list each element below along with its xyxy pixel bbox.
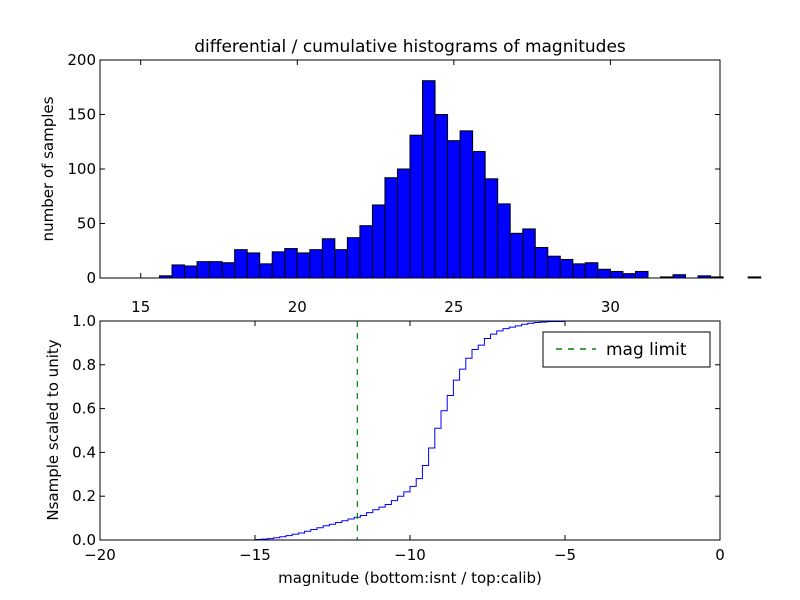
bottom-chart-ylabel: Nsample scaled to unity (44, 339, 62, 520)
histogram-bar (434, 114, 449, 279)
x-tick-label: −10 (394, 546, 426, 564)
x-tick-label: −20 (84, 546, 116, 564)
histogram-bar (284, 248, 298, 279)
top-chart: differential / cumulative histograms of … (39, 37, 762, 316)
y-tick-label: 0.2 (72, 487, 96, 505)
histogram-bar (384, 177, 398, 279)
histogram-bar (246, 252, 261, 279)
bottom-x-ticks: −20 −15 −10 −5 0 (84, 321, 725, 564)
histogram-bar (371, 204, 386, 279)
histogram-bar (572, 263, 586, 279)
legend-label: mag limit (606, 340, 687, 360)
histogram-bar (359, 225, 373, 279)
bottom-chart: 0.0 0.2 0.4 0.6 0.8 1.0 −20 −15 −10 −5 0 magnitud… (44, 312, 725, 587)
histogram-bar (321, 238, 336, 279)
top-axes-frame (99, 59, 721, 279)
histogram-bar (634, 270, 649, 279)
histogram-bar (209, 261, 223, 279)
top-x-ticks: 15 20 25 30 (131, 60, 620, 316)
histogram-bar (522, 228, 536, 279)
histogram-bar (409, 134, 424, 279)
histogram-bar (459, 130, 474, 279)
histogram-bar (422, 80, 436, 279)
histogram-bar (484, 178, 499, 279)
x-tick-label: 15 (131, 298, 150, 316)
top-chart-ylabel: number of samples (39, 96, 57, 241)
y-tick-label: 0 (86, 269, 96, 287)
histogram-bar (447, 140, 461, 279)
histogram-bar (171, 264, 186, 279)
histogram-bar (196, 261, 211, 279)
bottom-chart-xlabel: magnitude (bottom:isnt / top:calib) (278, 569, 542, 587)
histogram-bar (559, 258, 574, 279)
histogram-bar (584, 262, 599, 279)
histogram-bar (534, 246, 549, 279)
legend: mag limit (542, 331, 711, 368)
x-tick-label: −15 (239, 546, 271, 564)
y-tick-label: 1.0 (72, 312, 96, 330)
y-tick-label: 200 (67, 51, 96, 69)
y-tick-label: 0.4 (72, 443, 96, 461)
histogram-bar (309, 249, 323, 279)
top-bars (158, 80, 762, 279)
y-tick-label: 0.8 (72, 356, 96, 374)
histogram-bar (234, 249, 248, 279)
y-tick-label: 150 (67, 106, 96, 124)
y-tick-label: 100 (67, 160, 96, 178)
y-tick-label: 0.0 (72, 531, 96, 549)
histogram-bar (296, 252, 311, 279)
histogram-bar (396, 168, 411, 279)
histogram-bar (609, 270, 624, 279)
histogram-bar (497, 203, 511, 279)
histogram-bar (184, 265, 198, 279)
bottom-y-ticks: 0.0 0.2 0.4 0.6 0.8 1.0 (72, 312, 720, 549)
histogram-bar (597, 268, 611, 279)
histogram-bar (221, 262, 236, 279)
x-tick-label: 25 (444, 298, 463, 316)
histogram-bar (622, 273, 636, 279)
histogram-bar (547, 255, 561, 279)
x-tick-label: 20 (288, 298, 307, 316)
bottom-axes-frame (99, 320, 721, 541)
histogram-bar (334, 249, 348, 279)
histogram-bar (472, 151, 486, 279)
bottom-lines (100, 320, 721, 541)
x-tick-label: 30 (601, 298, 620, 316)
x-tick-label: −5 (554, 546, 576, 564)
cumulative-step-line (100, 320, 721, 541)
histogram-bar (271, 251, 286, 279)
top-chart-title: differential / cumulative histograms of … (194, 37, 626, 57)
y-tick-label: 50 (77, 215, 96, 233)
y-tick-label: 0.6 (72, 400, 96, 418)
histogram-bar (747, 276, 762, 279)
histogram-bar (346, 237, 361, 279)
histogram-bar (259, 263, 273, 279)
x-tick-label: 0 (715, 546, 725, 564)
histogram-bar (509, 232, 524, 279)
